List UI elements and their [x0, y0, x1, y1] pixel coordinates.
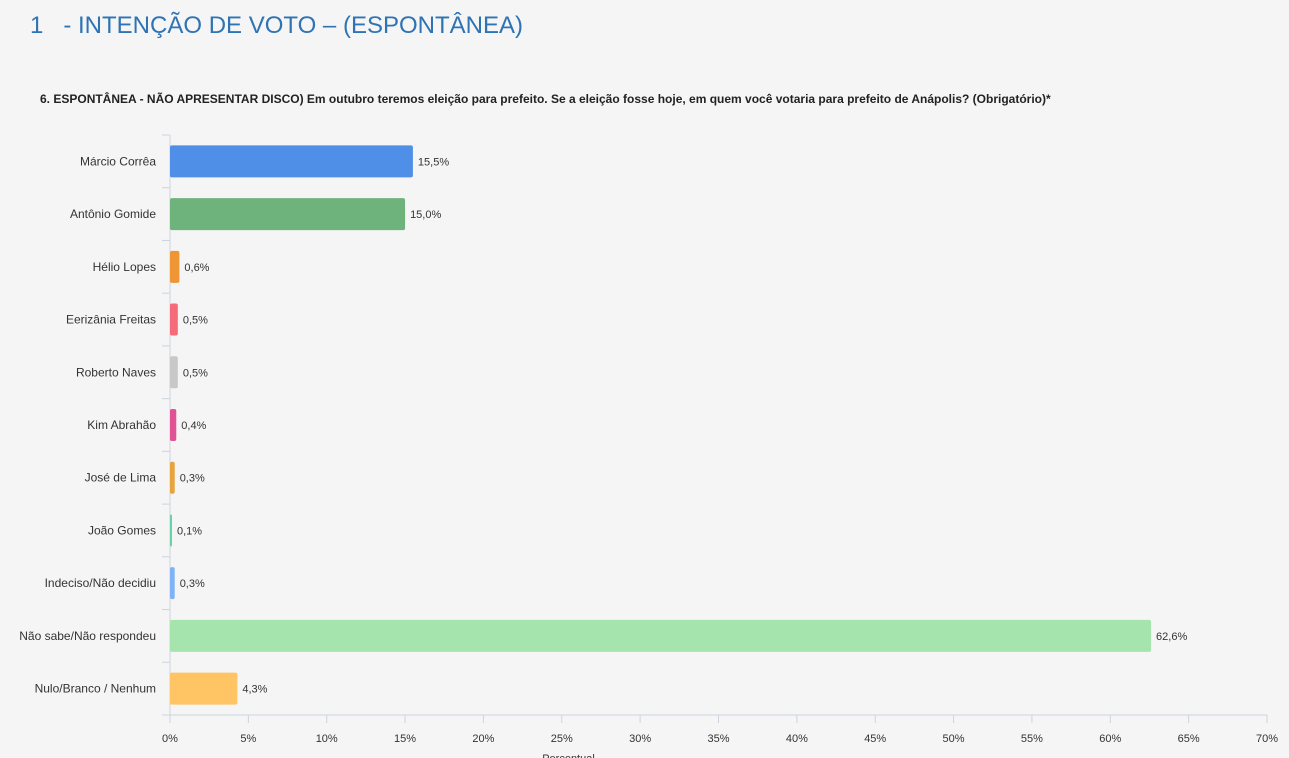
bar [170, 198, 406, 231]
bar [170, 356, 178, 389]
category-label: José de Lima [85, 471, 157, 485]
bar [170, 250, 180, 283]
bar [170, 567, 175, 600]
category-label: Nulo/Branco / Nenhum [35, 682, 156, 696]
x-tick-label: 60% [1099, 733, 1121, 745]
value-label: 0,5% [183, 315, 208, 327]
category-label: Hélio Lopes [93, 260, 156, 274]
value-label: 0,6% [184, 262, 209, 274]
section-title: 1 - INTENÇÃO DE VOTO – (ESPONTÂNEA) [30, 12, 523, 39]
x-tick-label: 65% [1178, 733, 1200, 745]
x-tick-label: 45% [864, 733, 886, 745]
value-label: 15,5% [418, 156, 449, 168]
value-label: 0,5% [183, 367, 208, 379]
value-label: 0,4% [181, 420, 206, 432]
category-label: Kim Abrahão [87, 418, 156, 432]
x-tick-label: 40% [786, 733, 808, 745]
category-label: Indeciso/Não decidiu [45, 576, 156, 590]
bar [170, 303, 178, 336]
x-tick-label: 35% [707, 733, 729, 745]
question-title: 6. ESPONTÂNEA - NÃO APRESENTAR DISCO) Em… [40, 92, 1051, 106]
bar [170, 461, 175, 494]
x-tick-label: 70% [1256, 733, 1278, 745]
bar [170, 514, 172, 547]
bar [170, 409, 177, 441]
x-tick-label: 10% [316, 733, 338, 745]
category-label: Antônio Gomide [70, 207, 156, 221]
bar [170, 619, 1152, 652]
x-axis-title: Percentual [542, 753, 595, 758]
category-label: Não sabe/Não respondeu [19, 629, 156, 643]
value-label: 4,3% [242, 684, 267, 696]
x-tick-label: 30% [629, 733, 651, 745]
value-label: 0,3% [180, 473, 205, 485]
x-tick-label: 5% [240, 733, 256, 745]
value-label: 15,0% [410, 209, 441, 221]
value-label: 0,1% [177, 525, 202, 537]
x-tick-label: 0% [162, 733, 178, 745]
bar [170, 672, 238, 705]
category-label: Eerizânia Freitas [66, 313, 156, 327]
x-tick-label: 55% [1021, 733, 1043, 745]
x-tick-label: 20% [472, 733, 494, 745]
bar [170, 145, 413, 178]
value-label: 62,6% [1156, 631, 1187, 643]
x-tick-label: 15% [394, 733, 416, 745]
category-label: Márcio Corrêa [80, 154, 156, 168]
category-label: João Gomes [88, 523, 156, 537]
category-label: Roberto Naves [76, 365, 156, 379]
x-tick-label: 25% [551, 733, 573, 745]
value-label: 0,3% [180, 578, 205, 590]
x-tick-label: 50% [943, 733, 965, 745]
